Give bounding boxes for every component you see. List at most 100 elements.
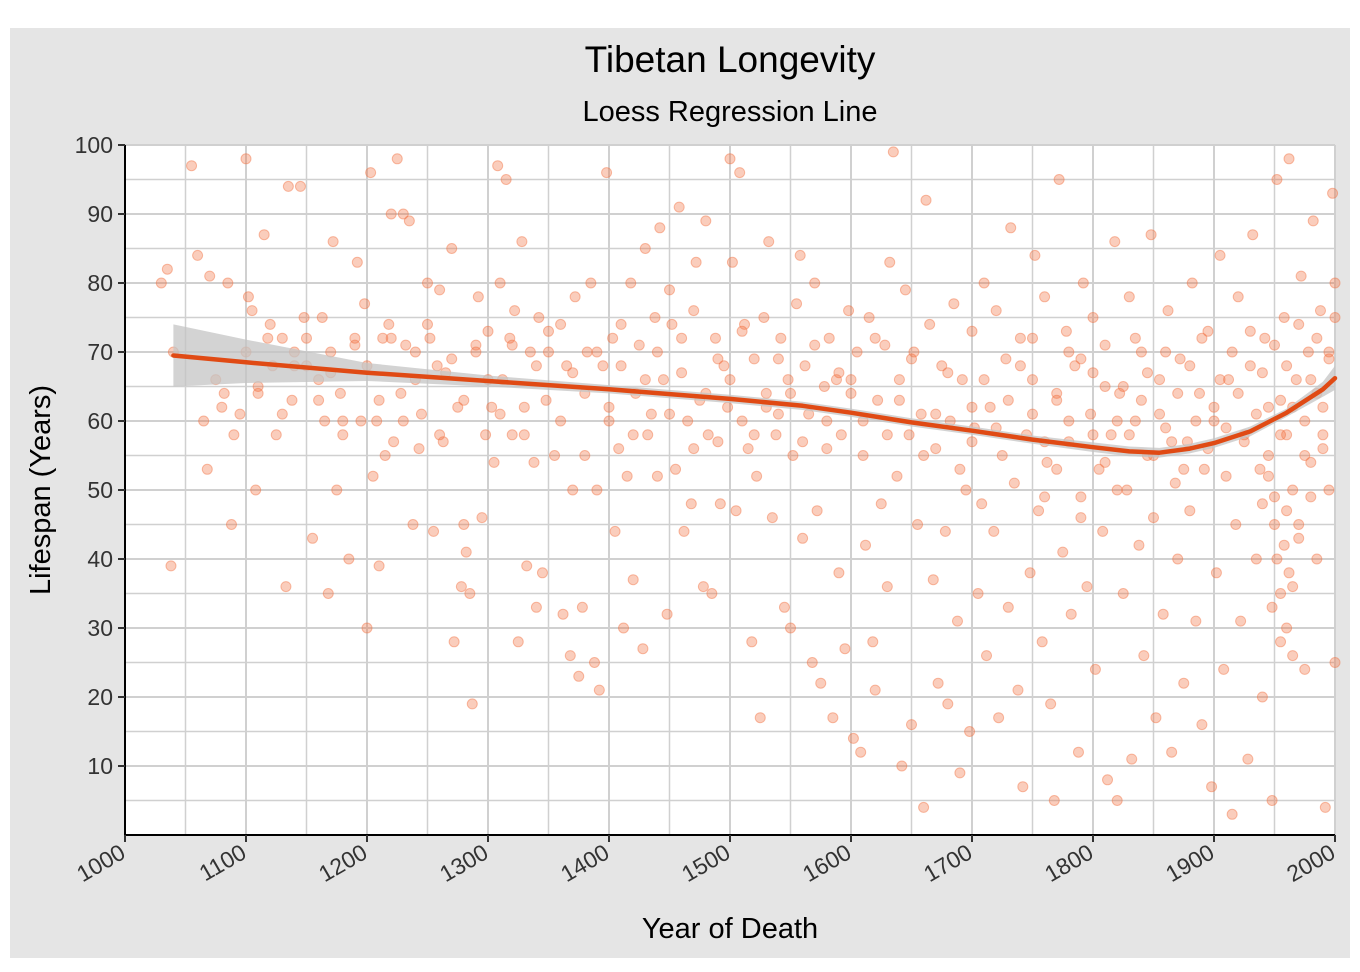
data-point bbox=[480, 429, 492, 441]
data-point bbox=[1166, 746, 1178, 758]
data-point bbox=[1157, 608, 1169, 620]
data-point bbox=[422, 318, 433, 330]
data-point bbox=[601, 167, 613, 179]
x-tick-label: 1600 bbox=[798, 839, 855, 887]
data-point bbox=[270, 429, 282, 441]
data-point bbox=[567, 367, 579, 379]
data-point bbox=[1002, 601, 1014, 613]
data-point bbox=[960, 484, 972, 496]
data-point bbox=[1287, 581, 1299, 593]
data-point bbox=[1262, 470, 1274, 482]
data-point bbox=[896, 760, 908, 772]
data-point bbox=[899, 284, 911, 296]
data-point bbox=[872, 394, 884, 406]
data-point bbox=[1160, 346, 1172, 358]
data-point bbox=[446, 243, 458, 254]
data-point bbox=[1008, 477, 1020, 489]
data-point bbox=[1053, 174, 1065, 185]
data-point bbox=[1002, 394, 1014, 406]
data-point bbox=[1190, 615, 1202, 627]
data-point bbox=[936, 360, 948, 372]
data-point bbox=[673, 201, 685, 213]
data-point bbox=[591, 346, 603, 358]
data-point bbox=[509, 305, 521, 317]
data-point bbox=[1075, 512, 1087, 524]
data-point bbox=[1311, 332, 1323, 344]
data-point bbox=[286, 394, 298, 406]
data-point bbox=[530, 360, 542, 372]
data-point bbox=[918, 450, 930, 461]
data-point bbox=[709, 332, 721, 344]
data-point bbox=[772, 353, 784, 365]
data-point bbox=[879, 339, 891, 351]
data-point bbox=[1135, 394, 1147, 406]
data-point bbox=[1208, 415, 1220, 427]
data-point bbox=[1319, 801, 1331, 813]
data-point bbox=[377, 332, 389, 344]
data-point bbox=[1317, 401, 1329, 413]
data-point bbox=[1281, 429, 1293, 441]
data-point bbox=[1005, 222, 1017, 234]
data-point bbox=[1196, 332, 1208, 344]
data-point bbox=[512, 636, 524, 648]
data-point bbox=[1218, 663, 1230, 675]
data-point bbox=[1097, 525, 1109, 537]
x-tick-label: 1300 bbox=[435, 839, 492, 887]
data-point bbox=[313, 394, 325, 406]
data-point bbox=[307, 532, 319, 544]
data-point bbox=[334, 387, 346, 399]
x-tick-label: 1100 bbox=[195, 839, 251, 886]
data-point bbox=[809, 277, 821, 289]
data-point bbox=[1283, 153, 1295, 165]
data-point bbox=[651, 346, 663, 358]
data-point bbox=[815, 677, 827, 689]
data-point bbox=[1329, 277, 1341, 289]
data-point bbox=[276, 332, 288, 344]
data-point bbox=[165, 560, 177, 572]
data-point bbox=[978, 374, 990, 386]
data-point bbox=[1226, 346, 1238, 358]
data-point bbox=[521, 560, 533, 572]
data-point bbox=[242, 291, 254, 303]
data-point bbox=[1299, 663, 1311, 675]
data-point bbox=[1138, 650, 1150, 662]
data-point bbox=[1099, 339, 1111, 351]
data-point bbox=[415, 408, 427, 420]
data-point bbox=[361, 622, 373, 634]
data-point bbox=[413, 443, 425, 455]
data-point bbox=[186, 160, 198, 172]
data-point bbox=[1214, 374, 1226, 386]
data-point bbox=[1123, 291, 1135, 303]
data-point bbox=[1198, 463, 1210, 475]
data-point bbox=[714, 498, 726, 510]
data-point bbox=[927, 574, 939, 586]
data-point bbox=[906, 353, 917, 365]
data-point bbox=[718, 360, 730, 372]
data-point bbox=[240, 153, 252, 165]
data-point bbox=[460, 546, 472, 558]
data-point bbox=[915, 408, 927, 420]
data-point bbox=[1281, 622, 1293, 634]
data-point bbox=[1077, 277, 1089, 289]
data-point bbox=[1293, 532, 1305, 544]
data-point bbox=[1045, 698, 1057, 710]
data-point bbox=[455, 581, 467, 593]
data-point bbox=[518, 401, 530, 413]
data-point bbox=[688, 305, 700, 317]
data-point bbox=[1162, 305, 1174, 317]
data-point bbox=[1266, 601, 1278, 613]
data-point bbox=[301, 332, 312, 344]
data-point bbox=[1256, 691, 1268, 703]
data-point bbox=[585, 277, 597, 289]
data-point bbox=[1075, 491, 1087, 503]
data-point bbox=[702, 429, 714, 441]
data-point bbox=[597, 360, 609, 372]
data-point bbox=[1293, 318, 1305, 330]
data-point bbox=[830, 374, 842, 386]
data-point bbox=[760, 387, 772, 399]
data-point bbox=[1283, 567, 1295, 579]
data-point bbox=[576, 601, 588, 613]
data-point bbox=[676, 332, 688, 344]
x-tick-label: 1500 bbox=[677, 839, 734, 887]
data-point bbox=[276, 408, 288, 420]
